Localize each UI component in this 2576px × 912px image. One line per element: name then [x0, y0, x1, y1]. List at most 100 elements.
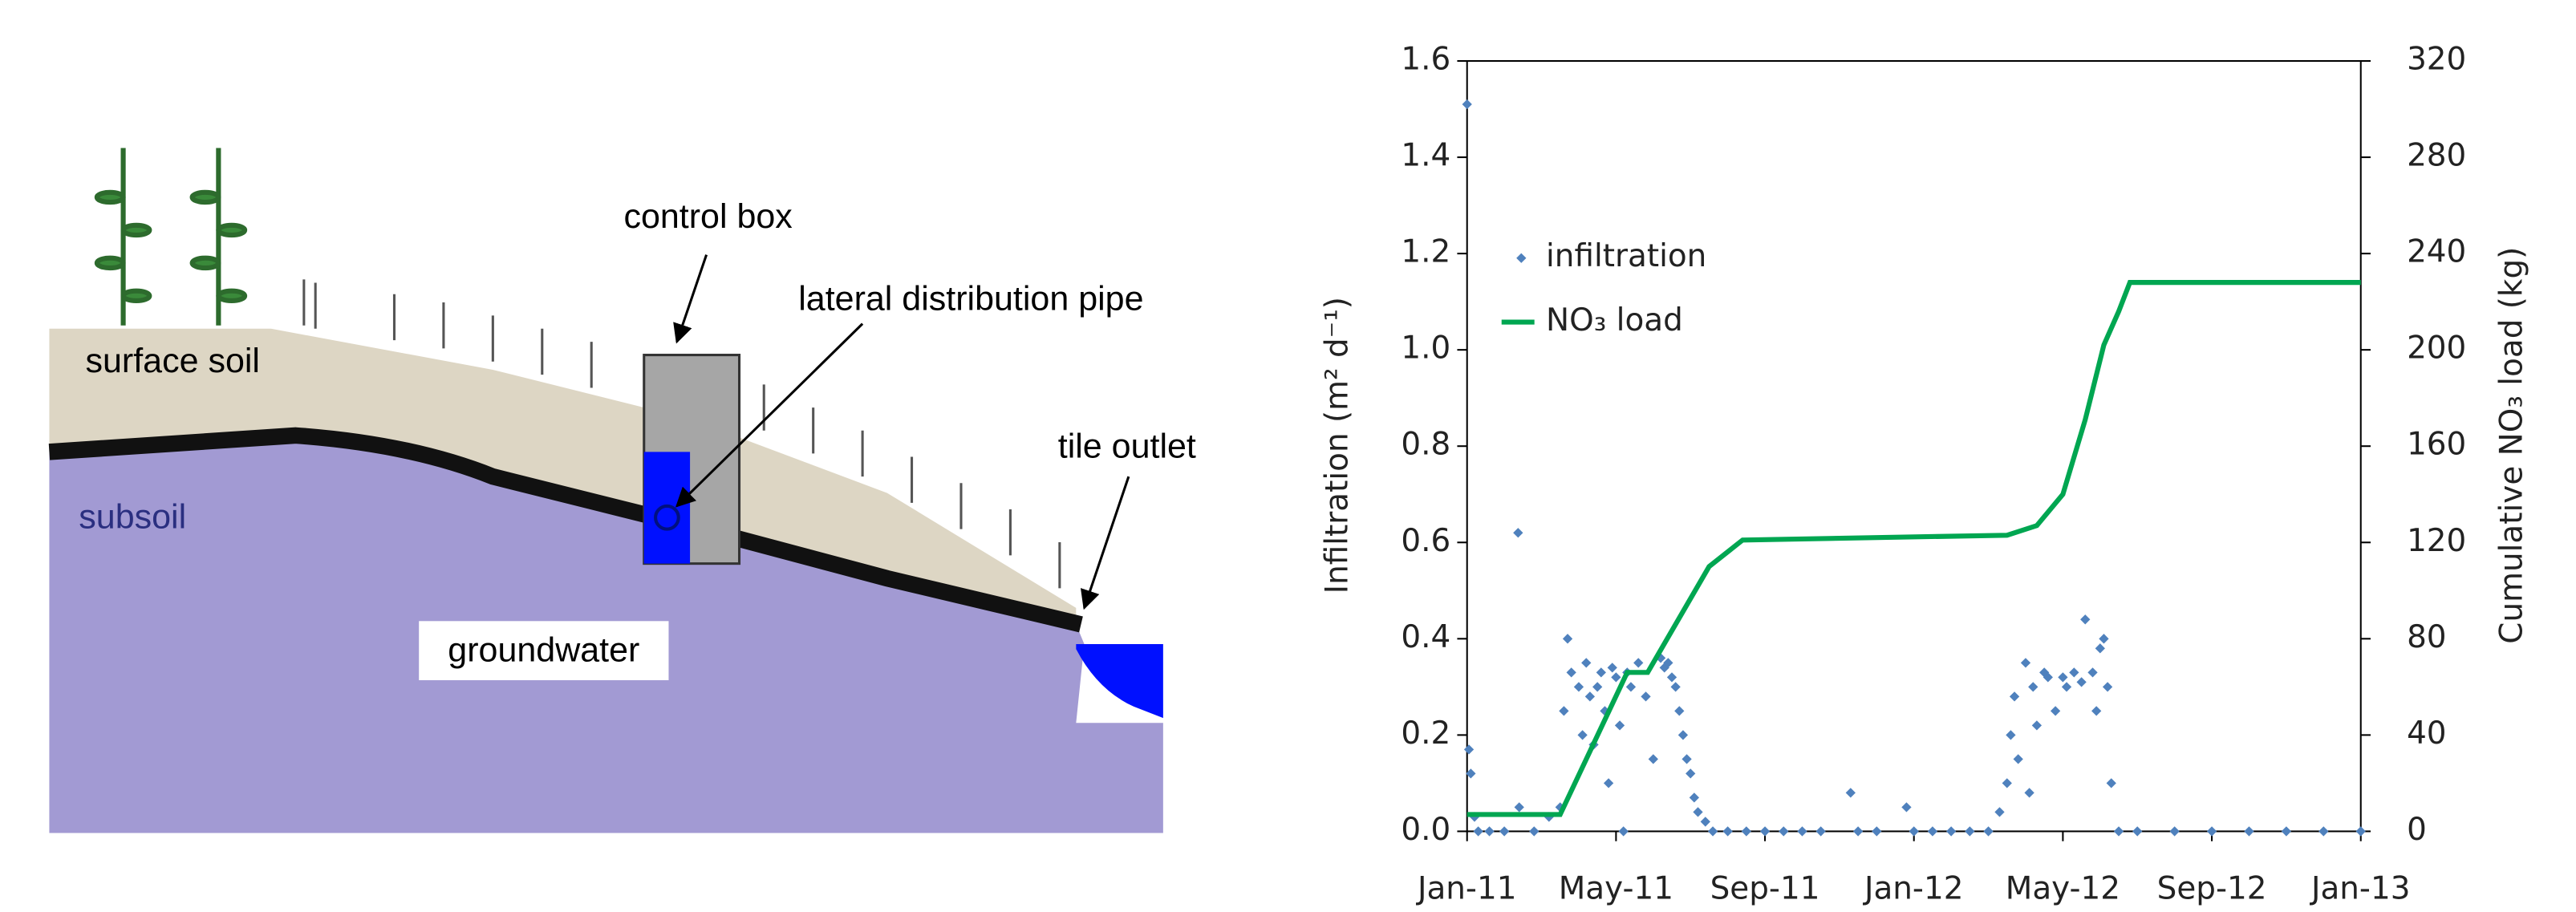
diagram: surface soil subsoil groundwater control… — [48, 148, 1196, 833]
scatter-point — [1614, 720, 1625, 731]
scatter-point — [2080, 614, 2091, 625]
scatter-point — [1596, 667, 1606, 678]
scatter-point — [2318, 826, 2329, 837]
legend-marker — [1516, 253, 1527, 263]
scatter-point — [2099, 634, 2109, 644]
scatter-point — [2076, 677, 2087, 687]
y2-tick-label: 280 — [2407, 138, 2466, 174]
y2-tick-label: 80 — [2407, 619, 2447, 655]
scatter-point — [1901, 802, 1912, 813]
y-tick-label: 1.0 — [1401, 330, 1450, 367]
y-tick-label: 0.0 — [1401, 812, 1450, 848]
y-tick-label: 0.4 — [1401, 619, 1450, 655]
scatter-point — [1707, 826, 1718, 837]
scatter-point — [2091, 706, 2102, 716]
x-tick-label: Jan-11 — [1415, 871, 1516, 907]
scatter-point — [1852, 826, 1864, 837]
scatter-point — [2043, 672, 2053, 683]
scatter-point — [1700, 817, 1710, 827]
scatter-point — [1618, 826, 1629, 837]
y2-tick-label: 0 — [2407, 812, 2427, 848]
scatter-point — [2069, 667, 2079, 678]
scatter-point — [1484, 826, 1495, 837]
scatter-point — [2024, 788, 2034, 798]
scatter-point — [2050, 706, 2061, 716]
scatter-point — [1722, 826, 1733, 837]
scatter-point — [2355, 826, 2366, 837]
y2-tick-label: 240 — [2407, 234, 2466, 270]
groundwater-box — [419, 621, 669, 681]
y-axis-title: Infiltration (m² d⁻¹) — [1319, 297, 1355, 594]
pipe-circle — [654, 504, 680, 531]
scatter-point — [1759, 826, 1771, 837]
outlet-water — [1076, 643, 1163, 719]
y2-tick-label: 160 — [2407, 427, 2466, 463]
y-tick-label: 0.2 — [1401, 715, 1450, 752]
grass — [302, 279, 1061, 589]
scatter-point — [1681, 754, 1692, 764]
scatter-point — [2102, 682, 2113, 692]
y-tick-label: 1.4 — [1401, 138, 1450, 174]
scatter-point — [2206, 826, 2217, 837]
chart: Infiltration (m² d⁻¹) Cumulative NO₃ loa… — [1319, 247, 2529, 644]
scatter-point — [2058, 672, 2068, 683]
y2-axis-title: Cumulative NO₃ load (kg) — [2494, 247, 2530, 644]
scatter-point — [1625, 682, 1637, 692]
scatter-point — [1815, 826, 1826, 837]
scatter-point — [1909, 826, 1919, 837]
scatter-point — [1573, 682, 1584, 692]
scatter-point — [2009, 691, 2020, 702]
scatter-point — [1983, 826, 1994, 837]
tile-drain — [48, 427, 1083, 633]
surface-soil-layer — [49, 328, 1077, 625]
scatter-point — [2028, 682, 2038, 692]
x-tick-label: Sep-11 — [1710, 871, 1820, 907]
legend-label: infiltration — [1546, 238, 1706, 274]
scatter-point — [1677, 730, 1689, 740]
scatter-point — [1592, 682, 1603, 692]
line-series — [1466, 280, 2361, 817]
plot-frame — [1466, 59, 2362, 833]
scatter-point — [1607, 663, 1617, 673]
scatter-point — [1581, 658, 1592, 668]
legend-label: NO₃ load — [1546, 302, 1683, 338]
scatter-point — [1462, 99, 1472, 110]
scatter-point — [1945, 826, 1957, 837]
scatter-point — [2132, 826, 2143, 837]
scatter-point — [1611, 672, 1621, 683]
scatter-point — [2006, 730, 2016, 740]
surface-soil-label: surface soil — [85, 342, 259, 380]
y-tick-label: 1.2 — [1401, 234, 1450, 270]
arrows — [673, 254, 1130, 610]
scatter-point — [1513, 528, 1523, 538]
scatter-point — [1648, 754, 1658, 764]
scatter-point — [1663, 658, 1673, 668]
y2-tick-label: 40 — [2407, 715, 2447, 752]
scatter-point — [1845, 788, 1856, 798]
scatter-point — [1529, 826, 1540, 837]
plants — [94, 148, 248, 326]
scatter-point — [2061, 682, 2072, 692]
y-tick-label: 1.6 — [1401, 41, 1450, 77]
scatter-point — [2031, 720, 2043, 731]
x-tick-label: Jan-12 — [1862, 871, 1963, 907]
scatter-point — [2281, 826, 2292, 837]
scatter-point — [1779, 826, 1789, 837]
scatter-point — [2002, 778, 2012, 788]
scatter-point — [1872, 826, 1882, 837]
scatter-point — [1463, 744, 1475, 755]
x-tick-label: May-11 — [1559, 871, 1673, 907]
y2-tick-label: 320 — [2407, 41, 2466, 77]
y-tick-label: 0.8 — [1401, 427, 1450, 463]
x-tick-label: Jan-13 — [2309, 871, 2410, 907]
scatter-point — [2169, 826, 2180, 837]
scatter-point — [1994, 807, 2005, 817]
scatter-point — [1577, 730, 1588, 740]
scatter-point — [1666, 672, 1677, 683]
scatter-point — [1473, 826, 1483, 837]
y2-tick-label: 200 — [2407, 330, 2466, 367]
scatter-point — [2020, 658, 2031, 668]
x-tick-label: Sep-12 — [2157, 871, 2267, 907]
